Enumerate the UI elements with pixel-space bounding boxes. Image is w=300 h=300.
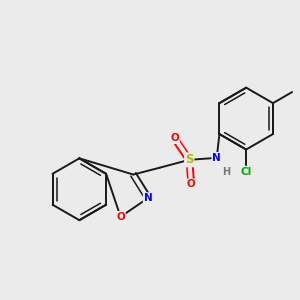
Text: H: H [223,167,231,177]
Text: S: S [185,153,194,166]
Text: Cl: Cl [241,167,252,177]
Text: N: N [144,193,152,203]
Text: O: O [170,133,179,143]
Text: N: N [212,153,221,163]
Text: O: O [116,212,125,222]
Text: O: O [187,179,196,189]
